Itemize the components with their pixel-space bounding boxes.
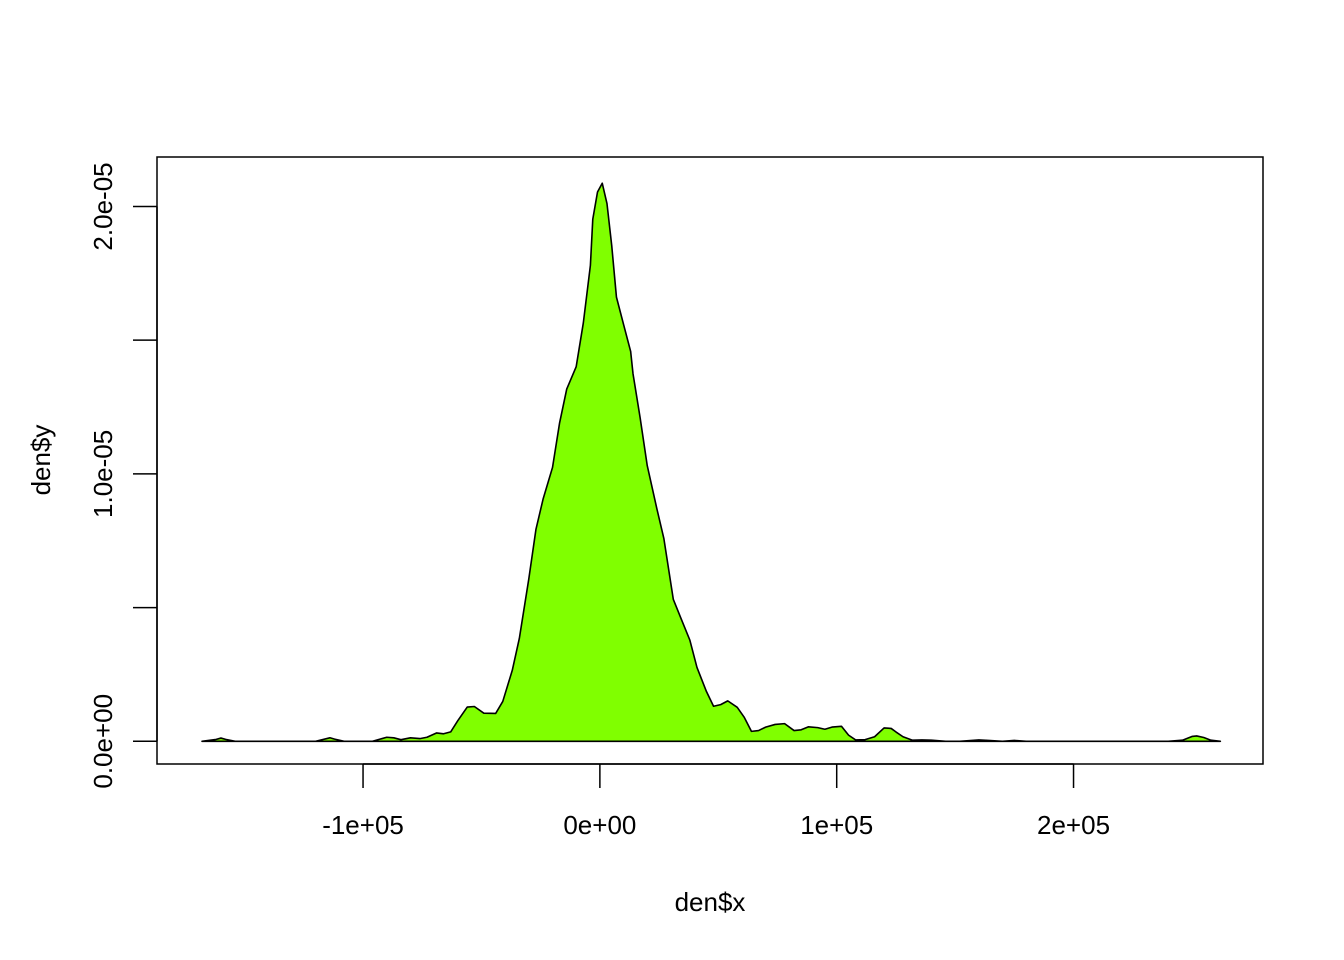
x-axis: -1e+05 0e+00 1e+05 2e+05: [322, 763, 1110, 840]
x-tick-label: -1e+05: [322, 810, 404, 840]
plot-area: [201, 182, 1222, 743]
y-axis-label: den$y: [26, 425, 56, 496]
y-tick-label: 0.0e+00: [88, 694, 118, 789]
y-tick-label: 1.0e-05: [88, 430, 118, 518]
x-tick-label: 1e+05: [800, 810, 873, 840]
x-tick-label: 0e+00: [563, 810, 636, 840]
density-area: [201, 182, 1222, 743]
x-axis-label: den$x: [675, 887, 746, 917]
y-tick-label: 2.0e-05: [88, 162, 118, 250]
y-axis: 0.0e+00 1.0e-05 2.0e-05: [88, 162, 158, 789]
x-tick-label: 2e+05: [1037, 810, 1110, 840]
